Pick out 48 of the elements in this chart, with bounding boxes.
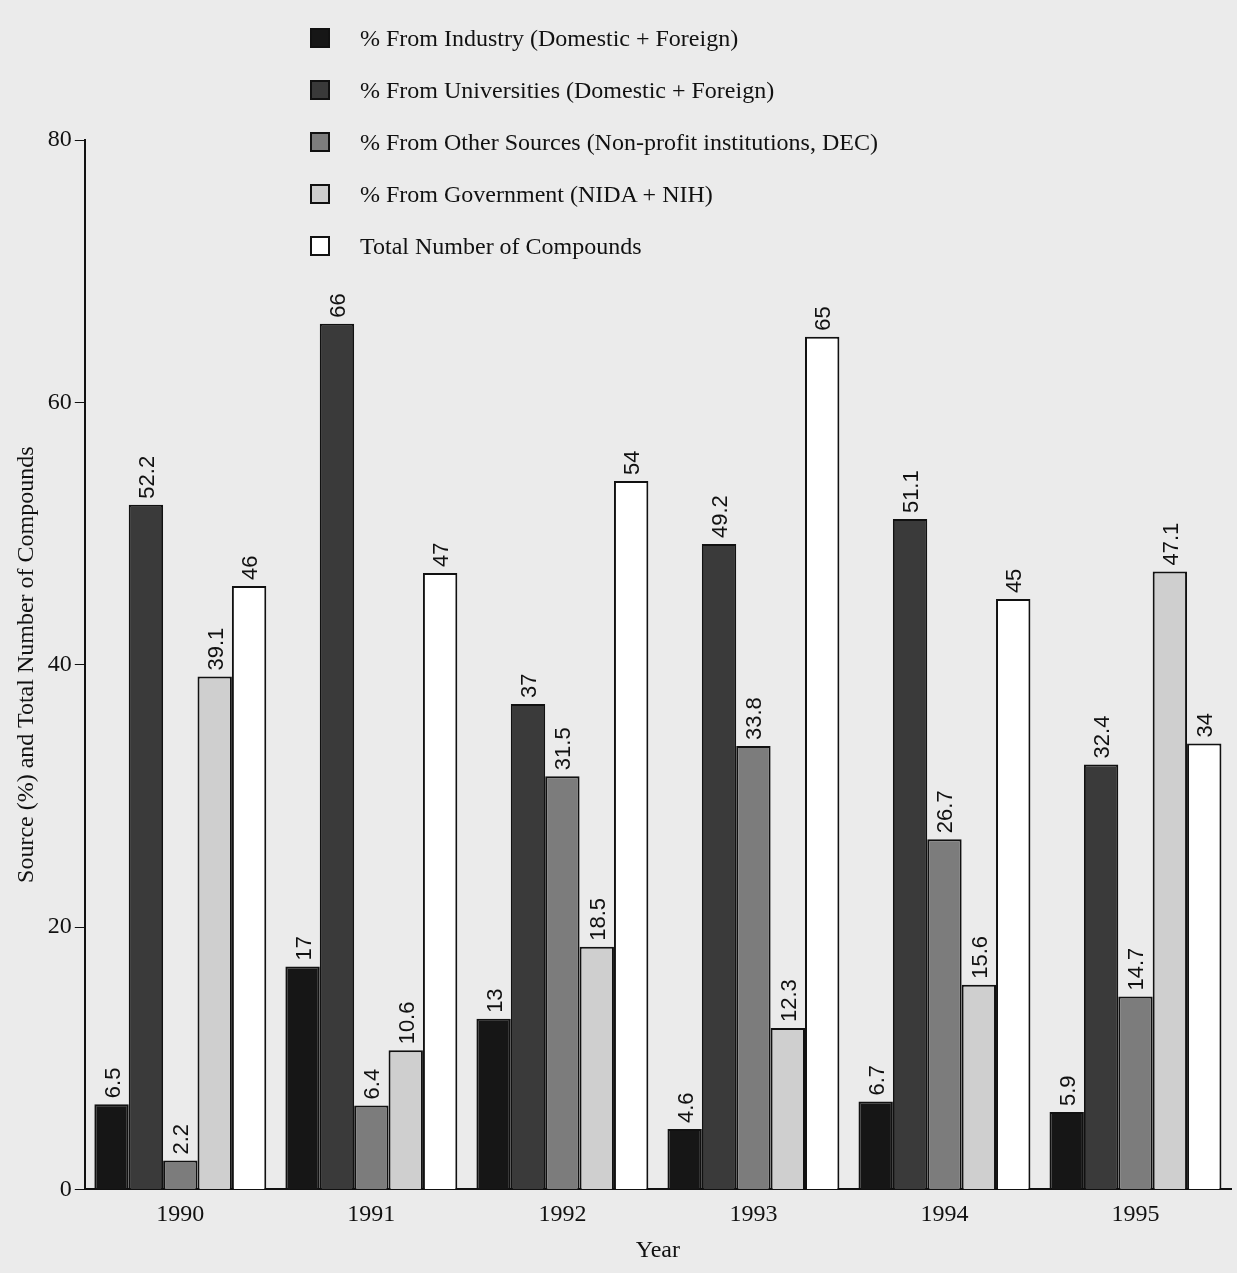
legend-label: % From Government (NIDA + NIH) <box>360 180 713 208</box>
y-tick-label: 20 <box>47 912 72 939</box>
y-axis-title: Source (%) and Total Number of Compounds <box>11 446 38 883</box>
data-label: 12.3 <box>775 979 801 1023</box>
y-tick-label: 60 <box>47 387 72 414</box>
data-label: 37 <box>516 673 541 699</box>
data-label: 14.7 <box>1123 947 1149 991</box>
data-label: 6.4 <box>359 1068 385 1100</box>
data-label: 49.2 <box>707 495 733 539</box>
data-label: 46 <box>237 555 263 580</box>
y-tick-label: 40 <box>47 650 72 676</box>
data-label: 65 <box>810 306 836 331</box>
x-tick-label: 1991 <box>347 1200 396 1227</box>
data-label: 5.9 <box>1054 1075 1080 1107</box>
data-label: 26.7 <box>932 790 958 834</box>
data-label: 33.8 <box>741 697 767 741</box>
legend-label: % From Universities (Domestic + Foreign) <box>360 76 775 104</box>
data-label: 4.6 <box>672 1092 698 1124</box>
legend-label: Total Number of Compounds <box>360 232 642 260</box>
data-label: 32.4 <box>1089 715 1115 759</box>
data-label: 47.1 <box>1157 522 1183 566</box>
data-label: 47 <box>428 542 454 567</box>
data-label: 6.5 <box>99 1067 125 1099</box>
x-tick-label: 1995 <box>1111 1200 1160 1227</box>
data-label: 54 <box>619 450 645 476</box>
x-tick-label: 1992 <box>538 1200 587 1227</box>
y-tick-label: 80 <box>47 125 72 152</box>
data-label: 51.1 <box>898 470 924 514</box>
x-axis-title: Year <box>635 1235 681 1262</box>
data-label: 17 <box>290 935 316 961</box>
data-label: 66 <box>324 293 350 318</box>
y-tick-label: 0 <box>59 1174 72 1201</box>
x-tick-label: 1990 <box>156 1200 205 1227</box>
data-label: 15.6 <box>966 935 992 979</box>
x-tick-label: 1993 <box>729 1200 778 1227</box>
legend-label: % From Industry (Domestic + Foreign) <box>360 24 739 52</box>
x-tick-label: 1994 <box>920 1200 969 1227</box>
data-label: 31.5 <box>550 727 576 771</box>
data-label: 2.2 <box>168 1123 194 1155</box>
data-label: 34 <box>1192 712 1218 738</box>
data-label: 39.1 <box>202 627 228 671</box>
legend-label: % From Other Sources (Non-profit institutions, DEC) <box>360 128 878 156</box>
data-label: 13 <box>481 988 507 1013</box>
data-label: 45 <box>1001 568 1027 594</box>
data-label: 6.7 <box>863 1064 889 1096</box>
data-label: 52.2 <box>133 455 159 499</box>
data-label: 18.5 <box>584 897 610 941</box>
data-label: 10.6 <box>393 1001 419 1045</box>
